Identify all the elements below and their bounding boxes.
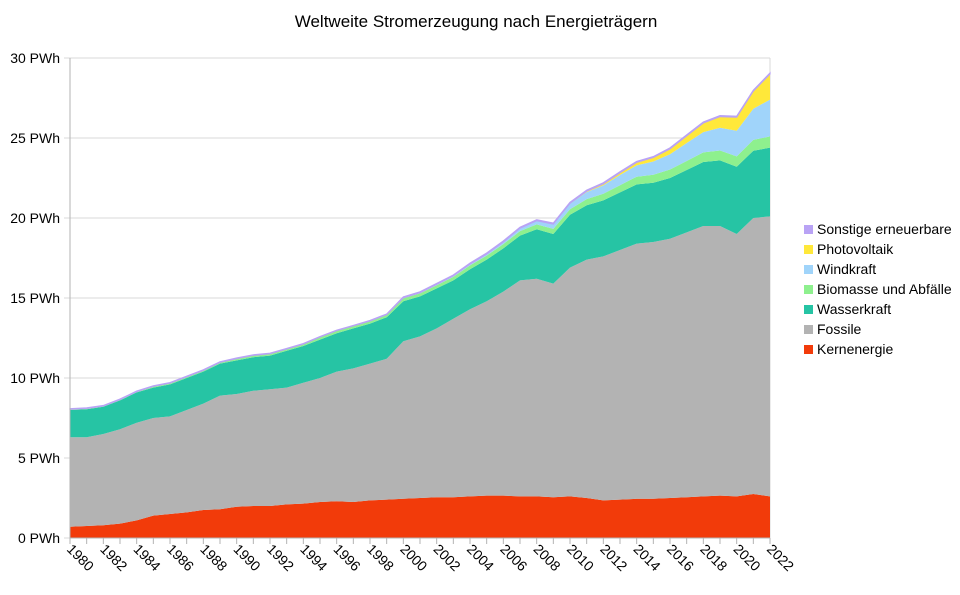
legend-label: Fossile: [817, 321, 862, 337]
x-tick-label: 1990: [231, 541, 264, 574]
x-tick-label: 1984: [131, 541, 164, 574]
area-series: [69, 71, 771, 538]
y-tick-label: 15 PWh: [10, 290, 60, 306]
area-wasserkraft: [70, 147, 770, 438]
legend-swatch: [804, 305, 813, 314]
x-tick-label: 1996: [331, 541, 364, 574]
x-tick-label: 1980: [64, 541, 97, 574]
x-tick-label: 1988: [197, 541, 230, 574]
y-tick-label: 20 PWh: [10, 210, 60, 226]
area-fossile: [70, 216, 770, 527]
x-tick-label: 2006: [497, 541, 530, 574]
x-tick-label: 2022: [764, 541, 797, 574]
y-tick-label: 25 PWh: [10, 130, 60, 146]
x-tick-label: 1986: [164, 541, 197, 574]
x-tick-label: 2020: [731, 541, 764, 574]
x-tick-label: 2008: [531, 541, 564, 574]
x-tick-label: 2016: [664, 541, 697, 574]
x-tick-label: 1992: [264, 541, 297, 574]
legend-label: Photovoltaik: [817, 241, 894, 257]
legend-swatch: [804, 265, 813, 274]
x-tick-label: 2000: [397, 541, 430, 574]
legend-swatch: [804, 245, 813, 254]
x-tick-label: 2004: [464, 541, 497, 574]
x-tick-label: 1982: [97, 541, 130, 574]
y-tick-label: 30 PWh: [10, 50, 60, 66]
chart-title: Weltweite Stromerzeugung nach Energieträ…: [295, 12, 658, 31]
x-tick-label: 1994: [297, 541, 330, 574]
legend-label: Kernenergie: [817, 341, 893, 357]
legend-swatch: [804, 225, 813, 234]
y-tick-label: 10 PWh: [10, 370, 60, 386]
legend: Sonstige erneuerbare Photovoltaik Windkraf…: [804, 221, 952, 357]
x-tick-label: 1998: [364, 541, 397, 574]
legend-swatch: [804, 285, 813, 294]
area-sonstige-erneuerbare: [69, 71, 771, 410]
x-tick-label: 2010: [564, 541, 597, 574]
x-tick-label: 2018: [697, 541, 730, 574]
legend-label: Sonstige erneuerbare: [817, 221, 952, 237]
legend-swatch: [804, 325, 813, 334]
x-tick-label: 2012: [597, 541, 630, 574]
legend-label: Biomasse und Abfälle: [817, 281, 952, 297]
y-tick-label: 0 PWh: [18, 530, 60, 546]
y-tick-label: 5 PWh: [18, 450, 60, 466]
x-tick-label: 2014: [631, 541, 664, 574]
area-kernenergie: [70, 494, 770, 538]
legend-swatch: [804, 345, 813, 354]
x-tick-label: 2002: [431, 541, 464, 574]
legend-label: Windkraft: [817, 261, 876, 277]
legend-label: Wasserkraft: [817, 301, 891, 317]
